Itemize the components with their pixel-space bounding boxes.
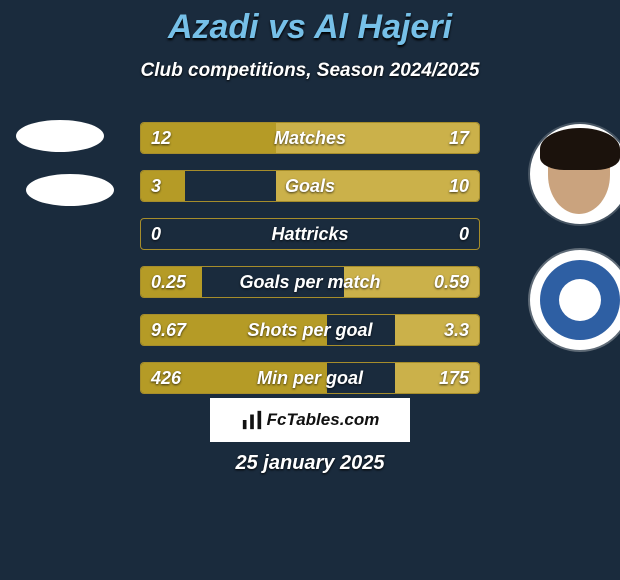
- stat-label: Matches: [141, 123, 479, 153]
- stat-row: Matches12 17: [140, 122, 480, 154]
- stat-right-value: 175: [439, 363, 469, 393]
- stat-label: Hattricks: [141, 219, 479, 249]
- stat-row: Goals3 10: [140, 170, 480, 202]
- left-club-logo-placeholder: [26, 174, 114, 206]
- stat-left-value: 9.67: [151, 315, 186, 345]
- left-player-avatar-placeholder-1: [16, 120, 104, 152]
- stat-left-value: 3: [151, 171, 161, 201]
- club-badge: [540, 260, 620, 340]
- stat-left-value: 0: [151, 219, 161, 249]
- stat-right-value: 0: [459, 219, 469, 249]
- stat-right-value: 10: [449, 171, 469, 201]
- bars-icon: [241, 409, 263, 431]
- ball-icon: [559, 279, 601, 321]
- stat-row: Min per goal426 175: [140, 362, 480, 394]
- stat-right-value: 17: [449, 123, 469, 153]
- branding-text: FcTables.com: [267, 410, 380, 430]
- stat-left-value: 0.25: [151, 267, 186, 297]
- stat-row: Shots per goal9.67 3.3: [140, 314, 480, 346]
- branding-badge: FcTables.com: [210, 398, 410, 442]
- stat-left-value: 426: [151, 363, 181, 393]
- stats-rows: Matches12 17 Goals3 10 Hattricks0 0 Goals per …: [140, 122, 480, 410]
- stat-left-value: 12: [151, 123, 171, 153]
- page-title: Azadi vs Al Hajeri: [0, 8, 620, 47]
- stat-right-value: 0.59: [434, 267, 469, 297]
- date-label: 25 january 2025: [0, 452, 620, 475]
- stat-label: Goals per match: [141, 267, 479, 297]
- right-player-avatar: [530, 124, 620, 224]
- subtitle: Club competitions, Season 2024/2025: [0, 60, 620, 82]
- right-club-logo: [530, 250, 620, 350]
- stat-row: Hattricks0 0: [140, 218, 480, 250]
- stat-row: Goals per match0.25 0.59: [140, 266, 480, 298]
- avatar-hair: [540, 128, 620, 170]
- stat-label: Shots per goal: [141, 315, 479, 345]
- stat-right-value: 3.3: [444, 315, 469, 345]
- stat-label: Goals: [141, 171, 479, 201]
- stat-label: Min per goal: [141, 363, 479, 393]
